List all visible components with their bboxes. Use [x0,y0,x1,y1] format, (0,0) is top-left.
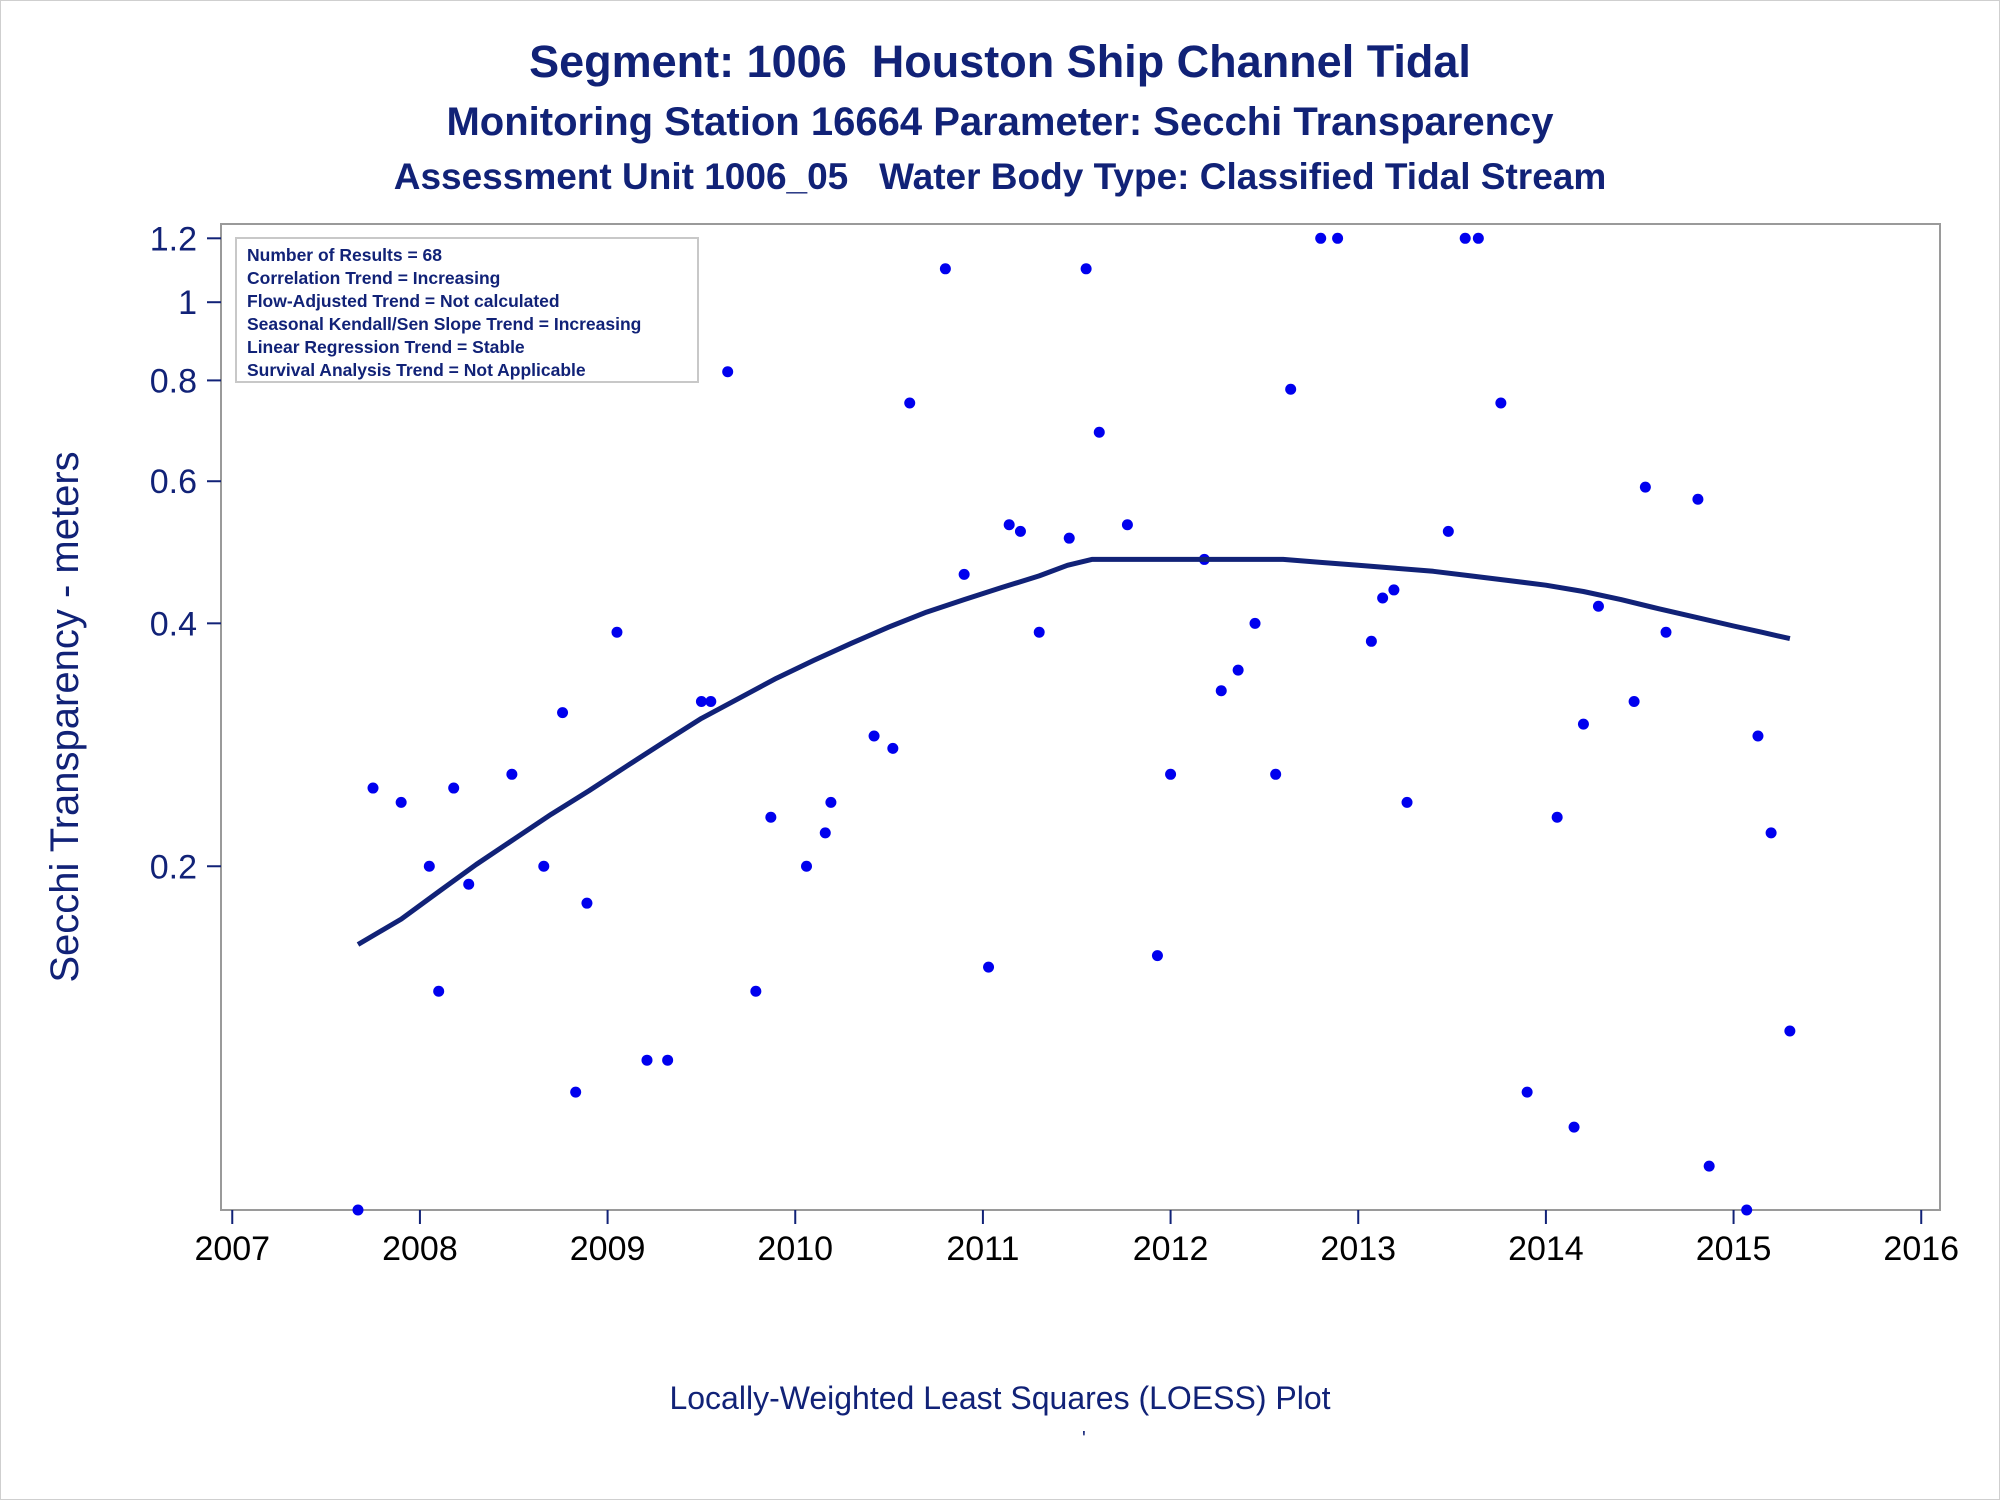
data-point [1752,730,1764,742]
data-point [1660,626,1672,638]
data-point [958,568,970,580]
data-point [1285,383,1297,395]
data-point [1401,796,1413,808]
data-point [825,796,837,808]
x-tick-label: 2015 [1696,1230,1772,1268]
info-box-line: Seasonal Kendall/Sen Slope Trend = Incre… [247,314,641,334]
data-point [1472,232,1484,244]
data-point [1315,232,1327,244]
data-point [1003,519,1015,531]
data-point [1784,1025,1796,1037]
data-point [1249,617,1261,629]
y-tick-label: 1 [178,284,197,322]
data-point [1388,584,1400,596]
data-point [463,878,475,890]
y-tick-label: 0.6 [150,463,197,501]
x-tick-label: 2007 [194,1230,270,1268]
y-tick-label: 1.2 [150,220,197,258]
data-point [705,696,717,708]
x-tick-label: 2010 [757,1230,833,1268]
info-box-line: Survival Analysis Trend = Not Applicable [247,360,586,380]
data-point [1741,1204,1753,1216]
data-point [1121,519,1133,531]
info-box-line: Flow-Adjusted Trend = Not calculated [247,291,560,311]
data-point [722,366,734,378]
chart-subtitle-assessment: Assessment Unit 1006_05 Water Body Type:… [393,156,1607,197]
chart-footnote: Locally-Weighted Least Squares (LOESS) P… [669,1380,1331,1416]
data-point [1063,532,1075,544]
data-point [1495,397,1507,409]
data-point [570,1086,582,1098]
info-box-line: Linear Regression Trend = Stable [247,337,525,357]
data-point [1628,696,1640,708]
data-point [1703,1160,1715,1172]
data-point [641,1054,653,1066]
data-point [801,860,813,872]
y-tick-label: 0.2 [150,848,197,886]
data-point [1014,525,1026,537]
data-point [581,897,593,909]
info-box-line: Correlation Trend = Increasing [247,268,500,288]
info-box [235,237,699,383]
data-point [538,860,550,872]
x-tick-label: 2012 [1133,1230,1209,1268]
data-point [395,796,407,808]
x-tick-label: 2014 [1508,1230,1584,1268]
y-axis-title: Secchi Transparency - meters [43,451,87,982]
data-point [904,397,916,409]
data-point [1093,426,1105,438]
y-tick-label: 0.4 [150,605,197,643]
data-point [1442,525,1454,537]
data-point [765,811,777,823]
chart-title: Segment: 1006 Houston Ship Channel Tidal [529,36,1471,87]
loess-curve [356,556,1791,947]
x-tick-label: 2009 [570,1230,646,1268]
data-point [1165,768,1177,780]
data-point [557,707,569,719]
data-point [448,782,460,794]
data-point [819,827,831,839]
data-point [1577,718,1589,730]
chart-subtitle-station: Monitoring Station 16664 Parameter: Secc… [446,100,1554,144]
data-point [1459,232,1471,244]
footnote-mark: ' [1082,1428,1086,1450]
data-point [352,1204,364,1216]
data-point [1270,768,1282,780]
data-point [1592,600,1604,612]
data-point [887,742,899,754]
data-point [1521,1086,1533,1098]
x-tick-label: 2013 [1320,1230,1396,1268]
data-point [1080,263,1092,275]
data-point [1765,827,1777,839]
data-point [433,985,445,997]
data-point [1365,635,1377,647]
data-point [750,985,762,997]
data-point [662,1054,674,1066]
x-tick-label: 2011 [946,1230,1019,1268]
data-point [1377,592,1389,604]
data-point [939,263,951,275]
data-point [1692,493,1704,505]
x-tick-label: 2016 [1883,1230,1959,1268]
data-point [1215,685,1227,697]
data-point [1332,232,1344,244]
data-point [611,626,623,638]
data-point [983,961,995,973]
data-point [1033,626,1045,638]
y-tick-label: 0.8 [150,362,197,400]
data-point [506,768,518,780]
data-point [868,730,880,742]
data-point [1551,811,1563,823]
x-tick-label: 2008 [382,1230,458,1268]
data-point [367,782,379,794]
data-point [1639,481,1651,493]
plot-area-frame [220,223,1941,1211]
data-point [1151,950,1163,962]
data-point [1232,664,1244,676]
data-point [695,696,707,708]
data-point [423,860,435,872]
data-point [1568,1121,1580,1133]
info-box-line: Number of Results = 68 [247,245,442,265]
